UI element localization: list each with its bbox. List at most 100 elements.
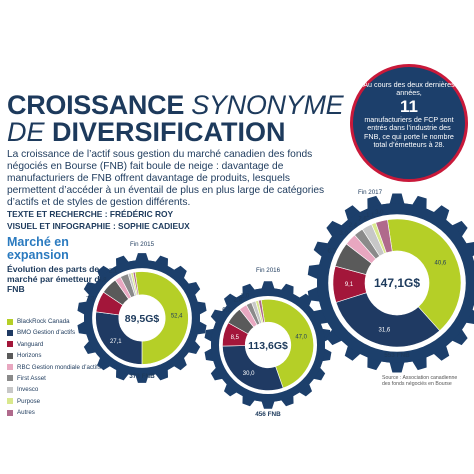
section-subtitle: Évolution des parts de marché par émette… (7, 264, 105, 294)
donut-slice (260, 299, 314, 389)
donut-slice (103, 279, 130, 306)
slice-value-label: 3,0 (340, 231, 349, 237)
badge-text: Au cours des deux dernières années, 11 m… (361, 80, 457, 150)
slice-value-label: 52,4 (171, 313, 183, 319)
donut-slice (127, 272, 137, 297)
gear-ring (218, 295, 318, 395)
legend-item: Invesco (7, 384, 117, 395)
donut-slice (354, 228, 381, 260)
legend-label: Horizons (17, 352, 42, 360)
title-word-diversification: DIVERSIFICATION (52, 117, 286, 147)
donut-slice (130, 272, 138, 296)
credit-visual: VISUEL ET INFOGRAPHIE : SOPHIE CADIEUX (7, 221, 190, 231)
badge-number: 11 (400, 96, 418, 116)
slice-value-label: 8,5 (231, 335, 240, 341)
gear-teeth (307, 193, 474, 373)
title-word-synonyme: SYNONYME (191, 90, 344, 120)
donut-period-label: Fin 2016 (256, 267, 281, 274)
slice-value-label: 40,6 (435, 261, 447, 267)
title-word-croissance: CROISSANCE (7, 90, 185, 120)
donut-slice (95, 291, 124, 316)
badge-line-after: manufacturiers de FCP sont entrés dans l… (364, 114, 454, 150)
legend-swatch (7, 409, 13, 416)
donut-slice (335, 292, 441, 348)
legend-label: BlackRock Canada (17, 318, 70, 325)
title-line-1: CROISSANCE SYNONYME (7, 90, 344, 121)
legend-swatch (7, 386, 13, 393)
credit-text: TEXTE ET RECHERCHE : FRÉDÉRIC ROY (7, 209, 174, 219)
chart-legend: BlackRock Canada BMO Gestion d’actifs Vang… (7, 316, 117, 419)
legend-item: BMO Gestion d’actifs (7, 327, 117, 338)
slice-value-label: 7,3 (86, 296, 95, 302)
slice-value-label: 31,6 (379, 327, 391, 333)
gear-teeth (204, 281, 332, 409)
donut-period-label: Fin 2015 (130, 241, 155, 248)
donut-gear: 40,631,69,16,23,02,42,61,1 3,0147,1G$Fin … (307, 189, 474, 373)
donut-gear: 47,0 30,0 8,5 6,22,82,0 113,6G$ Fin 2016 456 F… (204, 267, 332, 418)
donut-slice (222, 322, 249, 347)
donut-slice (120, 273, 136, 298)
donut-slice (375, 219, 393, 254)
legend-label: BMO Gestion d’actifs (17, 329, 76, 337)
slice-value-label: 1,1 (366, 213, 375, 219)
donut-slice (134, 271, 189, 365)
donut-slice (227, 308, 255, 335)
slice-value-label: 9,1 (345, 282, 354, 288)
legend-item: Vanguard (7, 339, 117, 350)
legend-item: Autres (7, 407, 117, 418)
gear-body (317, 203, 474, 363)
legend-label: RBC Gestion mondiale d’actifs (17, 363, 101, 371)
legend-label: First Asset (17, 374, 46, 382)
legend-swatch (7, 398, 13, 405)
donut-slice (132, 271, 139, 296)
legend-item: Horizons (7, 350, 117, 361)
legend-label: Vanguard (17, 340, 44, 348)
section-title: Marché en expansion (7, 235, 69, 262)
donut-slice (332, 265, 367, 303)
donut-slice (371, 222, 387, 255)
legend-item: RBC Gestion mondiale d’actifs (7, 362, 117, 373)
donut-etf-count: 373 FNB (129, 373, 155, 380)
gear-body (211, 288, 325, 402)
intro-paragraph: La croissance de l’actif sous gestion du… (7, 149, 325, 208)
legend-label: Invesco (17, 386, 39, 394)
legend-label: Autres (17, 409, 35, 417)
donut-etf-count: 456 FNB (255, 411, 281, 418)
legend-item: Purpose (7, 396, 117, 407)
slice-value-label: 2,8 (234, 297, 243, 303)
donut-slice (345, 234, 377, 264)
legend-swatch (7, 375, 13, 382)
legend-label: Purpose (17, 397, 41, 405)
donut-center-value: 89,5G$ (125, 313, 160, 325)
donut-slice (255, 300, 264, 324)
donut-slice (222, 345, 284, 391)
slice-value-label: 2,1 (109, 269, 118, 275)
slice-value-label: 30,0 (243, 371, 255, 377)
source-note: Source : Association canadienne des fond… (382, 375, 458, 387)
gear-ring (328, 214, 466, 352)
legend-item: First Asset (7, 373, 117, 384)
slice-value-label: 2,6 (358, 217, 367, 223)
donut-slice (334, 243, 373, 275)
legend-swatch (7, 341, 13, 348)
slice-value-label: 2,0 (241, 293, 250, 299)
donut-center-value: 147,1G$ (374, 276, 420, 290)
badge-line-before: Au cours des deux dernières années, (363, 80, 455, 98)
slice-value-label: 6,2 (328, 249, 337, 255)
donut-slice (258, 299, 265, 324)
legend-swatch (7, 329, 13, 336)
donut-slice (251, 300, 263, 325)
slice-value-label: 6,2 (222, 308, 231, 314)
legend-item: BlackRock Canada (7, 316, 117, 327)
title-word-de: DE (7, 117, 45, 147)
slice-value-label: 2,4 (349, 223, 358, 229)
donut-period-label: Fin 2017 (358, 189, 383, 196)
legend-swatch (7, 352, 13, 359)
legend-swatch (7, 318, 13, 325)
slice-value-label: 47,0 (295, 335, 307, 341)
slice-value-label: 3,0 (375, 210, 384, 216)
donut-slice (114, 276, 132, 300)
donut-slice (361, 223, 385, 257)
badge: Au cours des deux dernières années, 11 m… (350, 64, 468, 182)
donut-etf-count: 553 FNB (384, 352, 410, 359)
